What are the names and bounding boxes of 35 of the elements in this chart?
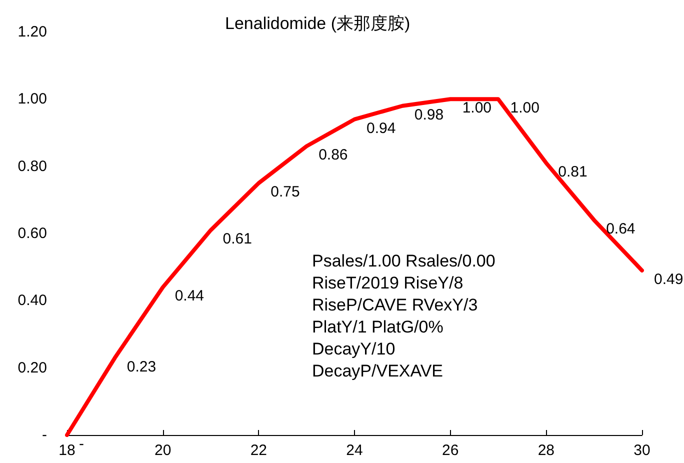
chart-title: Lenalidomide (来那度胺) (225, 14, 410, 33)
data-label: 0.86 (318, 146, 348, 164)
data-label: - (79, 436, 84, 452)
x-tick-label: 22 (250, 442, 268, 459)
annotation: RiseT/2019 RiseY/8 (312, 274, 464, 292)
annotation: PlatY/1 PlatG/0% (312, 318, 444, 336)
line-series (65, 97, 644, 437)
y-tick-label: 1.20 (18, 24, 47, 40)
data-label: 0.44 (174, 288, 204, 305)
x-tick-label: 28 (538, 442, 555, 459)
data-label: 0.75 (270, 184, 300, 201)
x-tick-label: 26 (442, 442, 459, 459)
y-tick-label: 0.60 (18, 225, 47, 242)
data-label: 0.81 (558, 163, 588, 180)
y-tick-label: 0.20 (18, 359, 47, 376)
x-tick-label: 30 (634, 442, 650, 459)
data-label: 0.94 (366, 120, 396, 137)
annotation: RiseP/CAVE RVexY/3 (312, 296, 478, 314)
y-tick-label: 0.40 (18, 292, 47, 310)
annotation: Psales/1.00 Rsales/0.00 (312, 252, 496, 270)
x-tick-label: 24 (346, 442, 363, 459)
y-tick-label: 1.00 (18, 90, 47, 108)
data-label: 0.98 (414, 106, 444, 124)
data-label: 0.61 (222, 230, 252, 248)
y-tick-label: 0.80 (18, 158, 47, 175)
data-label: 1.00 (510, 100, 540, 117)
annotation: DecayY/10 (312, 340, 396, 358)
data-label: 1.00 (462, 100, 492, 117)
x-tick-label: 20 (154, 442, 172, 459)
data-label: 0.49 (654, 270, 684, 288)
data-label: 0.64 (606, 220, 636, 238)
x-tick-label: 18 (58, 442, 76, 459)
data-label: 0.23 (126, 358, 156, 376)
y-tick-label: - (42, 426, 47, 444)
annotation: DecayP/VEXAVE (312, 362, 444, 380)
